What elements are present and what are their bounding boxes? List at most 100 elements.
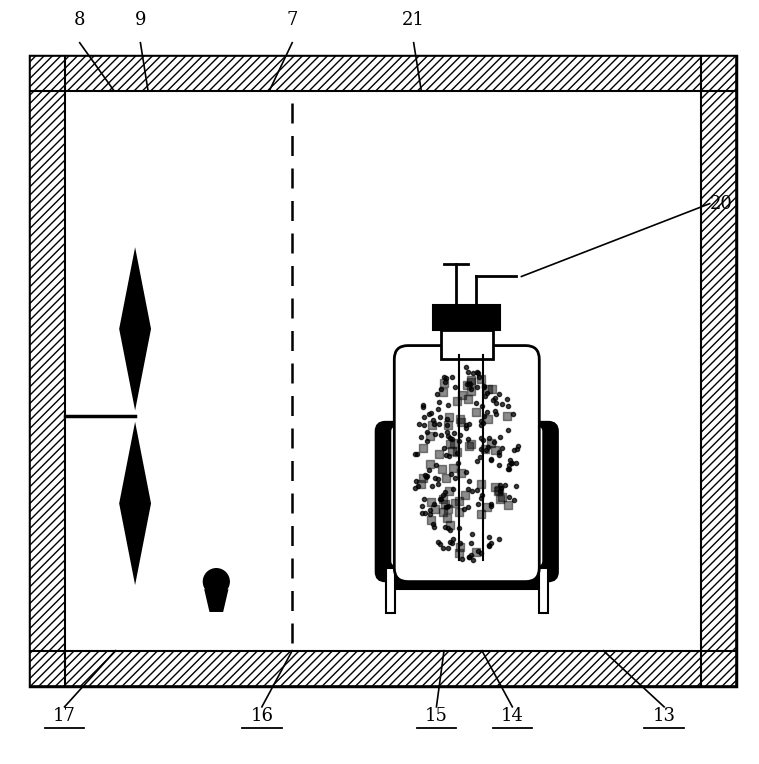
Point (476, 489, 488, 501)
Point (416, 507, 428, 520)
Point (437, 387, 449, 399)
Point (426, 480, 438, 492)
Point (420, 426, 433, 439)
Point (493, 449, 505, 461)
Point (493, 484, 505, 497)
Point (502, 400, 514, 412)
Point (471, 455, 483, 468)
Point (484, 498, 496, 510)
Point (502, 499, 515, 511)
Point (442, 400, 455, 412)
Point (420, 469, 433, 481)
Point (481, 413, 493, 426)
Point (509, 480, 521, 492)
Point (483, 432, 495, 444)
Point (446, 433, 458, 445)
Point (417, 400, 429, 413)
Point (439, 486, 451, 498)
Point (471, 380, 483, 393)
Point (439, 521, 451, 533)
Bar (65, 91, 701, 651)
Point (454, 540, 466, 552)
Point (482, 383, 494, 395)
Bar (30, 56, 65, 685)
Point (430, 459, 442, 471)
Point (452, 457, 465, 469)
Point (438, 442, 450, 455)
Point (463, 551, 475, 563)
Point (417, 442, 429, 455)
Point (485, 455, 497, 467)
Point (454, 413, 466, 425)
Point (496, 442, 508, 455)
Point (439, 448, 452, 461)
Point (500, 393, 512, 406)
Point (467, 554, 479, 566)
Point (463, 418, 475, 430)
Point (487, 394, 499, 406)
Point (465, 374, 477, 386)
Point (459, 488, 471, 500)
Point (477, 417, 489, 429)
Point (496, 490, 509, 503)
Text: 9: 9 (134, 11, 146, 29)
Point (475, 508, 487, 520)
Point (505, 456, 518, 468)
Bar (701, 56, 736, 685)
Point (466, 528, 478, 540)
Point (479, 442, 491, 455)
Point (440, 372, 452, 384)
Point (485, 500, 497, 513)
Point (464, 377, 476, 390)
Point (490, 444, 502, 456)
Point (443, 519, 455, 531)
Point (485, 437, 497, 449)
Point (473, 371, 485, 383)
Point (465, 485, 477, 497)
Point (433, 396, 446, 408)
Point (478, 410, 490, 422)
Point (439, 498, 451, 510)
Point (409, 448, 421, 460)
Point (431, 387, 443, 400)
Point (468, 367, 480, 379)
Point (462, 366, 474, 378)
Point (448, 426, 460, 439)
Point (442, 429, 454, 442)
Point (414, 430, 427, 442)
Point (475, 416, 487, 428)
Point (463, 475, 475, 487)
Point (436, 494, 449, 506)
Text: 21: 21 (402, 11, 425, 29)
Point (445, 468, 457, 480)
FancyBboxPatch shape (395, 345, 539, 581)
Point (426, 419, 438, 432)
Point (438, 377, 450, 390)
Point (441, 413, 453, 426)
Point (443, 411, 455, 423)
Point (493, 459, 505, 471)
Polygon shape (119, 248, 151, 410)
Point (419, 507, 431, 519)
Point (416, 500, 428, 512)
Point (442, 522, 454, 534)
Point (455, 536, 467, 549)
Point (475, 492, 487, 504)
Point (456, 389, 468, 401)
Point (435, 384, 447, 396)
Point (494, 479, 506, 491)
Point (429, 471, 441, 484)
Point (490, 404, 502, 416)
Point (478, 381, 490, 393)
Point (425, 406, 437, 419)
Point (449, 471, 461, 484)
Point (462, 483, 474, 495)
Point (442, 449, 455, 461)
Point (448, 436, 460, 448)
Point (510, 457, 522, 469)
Point (463, 551, 475, 563)
Point (475, 443, 487, 455)
Bar (30, 56, 736, 685)
Point (440, 500, 452, 513)
Text: 8: 8 (74, 11, 86, 29)
